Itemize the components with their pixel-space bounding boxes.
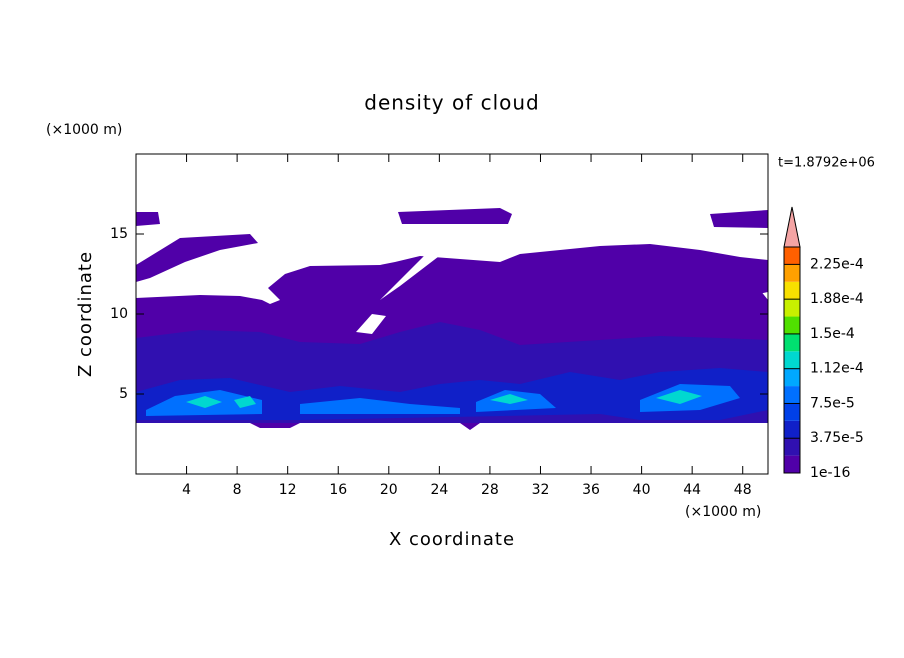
x-tick-label: 24 [430, 482, 448, 498]
colorbar-band [784, 455, 800, 473]
colorbar-tick-label: 1.88e-4 [810, 291, 864, 307]
x-tick-label: 16 [329, 482, 347, 498]
colorbar-band [784, 281, 800, 300]
colorbar-tick-label: 2.25e-4 [810, 256, 864, 272]
contour-field [136, 208, 768, 430]
colorbar-tick-label: 1.5e-4 [810, 326, 855, 342]
colorbar-tick-label: 1e-16 [810, 465, 850, 481]
y-axis-label: Z coordinate [75, 251, 96, 377]
contour-region [136, 234, 258, 282]
x-tick-label: 40 [633, 482, 651, 498]
colorbar-band [784, 386, 800, 404]
colorbar-band [784, 420, 800, 439]
colorbar-extend [783, 206, 801, 248]
colorbar-band [784, 351, 800, 369]
contour-region [710, 210, 768, 228]
colorbar-band [784, 264, 800, 282]
colorbar-band [784, 333, 800, 352]
x-tick-label: 20 [380, 482, 398, 498]
x-tick-label: 32 [532, 482, 550, 498]
x-tick-label: 4 [182, 482, 191, 498]
colorbar-tick-label: 7.5e-5 [810, 395, 855, 411]
contour-region [136, 212, 160, 226]
colorbar-tick-label: 1.12e-4 [810, 361, 864, 377]
x-tick-label: 28 [481, 482, 499, 498]
colorbar-band [784, 438, 800, 456]
chart-title: density of cloud [364, 91, 539, 115]
colorbar-tick-label: 3.75e-5 [810, 430, 864, 446]
y-tick-label: 10 [110, 306, 128, 322]
x-tick-label: 36 [582, 482, 600, 498]
colorbar-band [784, 316, 800, 334]
contour-region [146, 384, 740, 416]
colorbar-band [784, 368, 800, 387]
y-tick-label: 15 [110, 226, 128, 242]
time-label: t=1.8792e+06 [778, 156, 875, 171]
colorbar-band [784, 247, 800, 265]
x-tick-label: 44 [683, 482, 701, 498]
x-tick-label: 48 [734, 482, 752, 498]
colorbar-band [784, 299, 800, 317]
colorbar-band [784, 403, 800, 421]
x-axis-label: X coordinate [389, 529, 515, 550]
x-tick-label: 8 [233, 482, 242, 498]
x-unit: (×1000 m) [685, 504, 761, 520]
x-tick-label: 12 [279, 482, 297, 498]
contour-region [398, 208, 512, 224]
y-tick-label: 5 [119, 386, 128, 402]
contour-region [136, 368, 768, 420]
y-unit: (×1000 m) [46, 122, 122, 138]
